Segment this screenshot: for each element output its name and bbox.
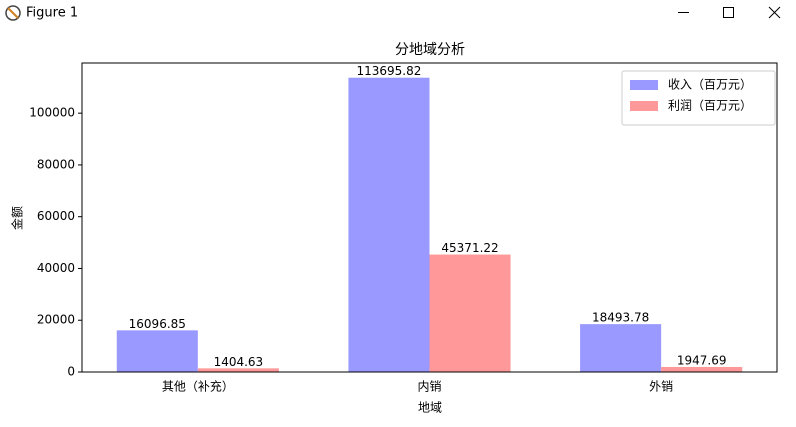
y-tick-label: 100000 [29,106,75,120]
x-tick-label: 外销 [649,380,673,394]
y-tick-label: 40000 [37,261,75,275]
legend-label: 利润（百万元） [668,99,752,113]
minimize-button[interactable] [664,0,706,26]
x-tick-label: 内销 [417,380,441,394]
plot-frame [81,62,778,373]
data-label: 1404.63 [214,355,264,369]
y-tick-label: 20000 [37,313,75,327]
bar [197,368,279,372]
bar [116,330,198,372]
x-tick-label: 其他（补充） [162,379,234,394]
close-button[interactable] [752,0,796,26]
legend-label: 收入（百万元） [668,78,752,92]
bar [580,324,662,372]
y-axis-label: 金额 [10,206,25,230]
app-icon [5,5,21,21]
data-label: 45371.22 [441,241,498,255]
data-label: 18493.78 [592,311,649,325]
data-label: 113695.82 [357,64,422,78]
data-label: 1947.69 [677,353,727,367]
y-tick-label: 60000 [37,209,75,223]
app-icon-detail [7,7,19,19]
legend-swatch [630,101,658,111]
maximize-button[interactable] [708,0,750,26]
data-label: 16096.85 [129,317,186,331]
legend-swatch [630,80,658,90]
legend-box [621,70,776,126]
bar [661,366,743,372]
chart-title: 分地域分析 [395,42,465,58]
window-title: Figure 1 [26,6,78,21]
y-tick-label: 0 [67,365,75,379]
y-tick-label: 80000 [37,157,75,171]
title-bar: Figure 1 [5,0,796,26]
bar [429,254,511,372]
x-axis-label: 地域 [418,401,442,415]
bar [348,77,430,373]
